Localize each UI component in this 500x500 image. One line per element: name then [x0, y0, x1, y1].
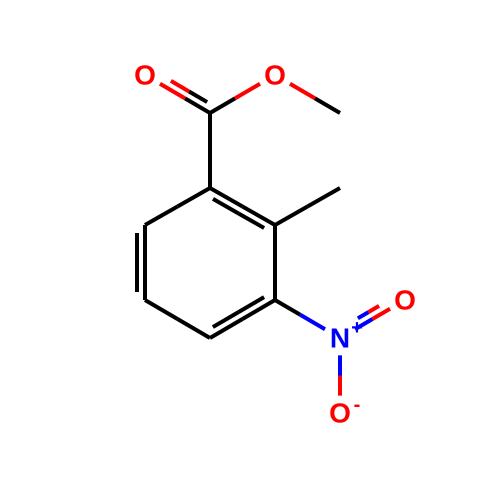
- charge-o14: -: [354, 394, 361, 416]
- molecule-diagram: O O N O O + -: [0, 0, 500, 500]
- atom-o14: O: [329, 398, 351, 429]
- atom-n12: N: [330, 323, 350, 354]
- charge-n12: +: [351, 317, 363, 339]
- atom-o13: O: [394, 285, 416, 316]
- atom-o8: O: [134, 60, 156, 91]
- atom-o9: O: [264, 60, 286, 91]
